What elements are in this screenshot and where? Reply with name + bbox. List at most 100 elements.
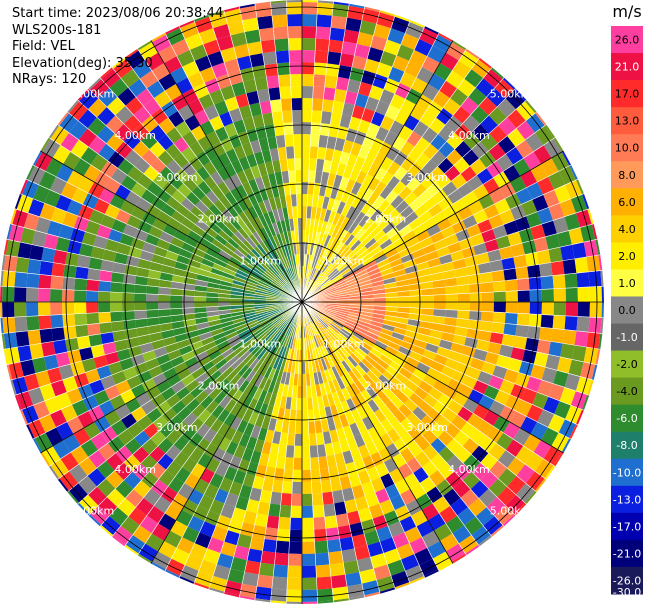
velocity-gate bbox=[419, 236, 434, 249]
velocity-gate bbox=[434, 523, 453, 542]
velocity-gate bbox=[100, 375, 116, 390]
velocity-gate bbox=[591, 364, 598, 381]
velocity-gate bbox=[83, 422, 101, 440]
velocity-gate bbox=[285, 323, 293, 335]
velocity-gate bbox=[433, 294, 446, 302]
velocity-gate bbox=[553, 216, 569, 234]
velocity-gate bbox=[280, 346, 288, 360]
velocity-gate bbox=[249, 218, 260, 232]
velocity-gate bbox=[5, 347, 21, 365]
velocity-gate bbox=[171, 274, 185, 284]
velocity-gate bbox=[310, 268, 317, 281]
ray-separator bbox=[25, 178, 303, 303]
velocity-gate bbox=[428, 386, 443, 401]
velocity-gate bbox=[164, 83, 182, 101]
velocity-gate bbox=[255, 3, 272, 18]
velocity-gate bbox=[375, 488, 390, 504]
velocity-gate bbox=[141, 438, 158, 455]
velocity-gate bbox=[227, 20, 245, 36]
velocity-gate bbox=[337, 296, 350, 301]
velocity-gate bbox=[447, 400, 464, 415]
velocity-gate bbox=[253, 346, 265, 358]
velocity-gate bbox=[391, 213, 405, 227]
velocity-gate bbox=[494, 389, 511, 406]
velocity-gate bbox=[158, 513, 176, 531]
velocity-gate bbox=[316, 219, 324, 233]
velocity-gate bbox=[372, 195, 386, 209]
velocity-gate bbox=[181, 350, 196, 362]
velocity-gate bbox=[394, 14, 411, 22]
velocity-gate bbox=[88, 77, 102, 90]
velocity-gate bbox=[166, 429, 182, 445]
velocity-gate bbox=[400, 432, 416, 448]
velocity-gate bbox=[74, 278, 88, 291]
ray-separator bbox=[301, 254, 601, 303]
velocity-gate bbox=[309, 445, 319, 458]
ray-separator bbox=[67, 301, 303, 493]
colorbar-tick-label: -4.0 bbox=[616, 385, 637, 398]
velocity-gate bbox=[223, 267, 237, 277]
velocity-gate bbox=[289, 348, 295, 362]
velocity-gate bbox=[99, 67, 114, 80]
velocity-gate bbox=[219, 477, 234, 493]
velocity-gate bbox=[194, 312, 208, 319]
velocity-gate bbox=[164, 56, 183, 74]
velocity-gate bbox=[569, 424, 578, 440]
velocity-gate bbox=[246, 253, 258, 265]
velocity-gate bbox=[288, 50, 302, 63]
velocity-gate bbox=[367, 267, 381, 277]
colorbar-band bbox=[611, 269, 643, 297]
velocity-gate bbox=[437, 462, 455, 480]
velocity-gate bbox=[302, 62, 315, 75]
velocity-gate bbox=[307, 194, 314, 207]
velocity-gate bbox=[279, 504, 292, 518]
velocity-gate bbox=[421, 530, 440, 548]
velocity-gate bbox=[285, 310, 295, 321]
velocity-gate bbox=[136, 326, 150, 337]
velocity-gate bbox=[337, 307, 350, 312]
velocity-gate bbox=[331, 199, 341, 213]
velocity-gate bbox=[224, 351, 237, 363]
velocity-gate bbox=[210, 267, 224, 277]
velocity-gate bbox=[125, 96, 144, 115]
velocity-gate bbox=[282, 309, 293, 318]
velocity-gate bbox=[421, 127, 438, 144]
velocity-gate bbox=[488, 478, 508, 498]
velocity-gate bbox=[331, 149, 343, 163]
velocity-gate bbox=[198, 93, 215, 110]
velocity-ppi bbox=[0, 0, 604, 604]
velocity-gate bbox=[330, 574, 348, 589]
velocity-gate bbox=[281, 287, 293, 296]
velocity-gate bbox=[165, 143, 182, 160]
velocity-gate bbox=[373, 229, 386, 242]
velocity-gate bbox=[361, 580, 380, 596]
velocity-gate bbox=[553, 137, 564, 152]
velocity-gate bbox=[492, 224, 508, 239]
velocity-gate bbox=[358, 361, 370, 374]
velocity-gate bbox=[333, 88, 347, 103]
velocity-gate bbox=[421, 308, 434, 316]
velocity-gate bbox=[337, 64, 352, 79]
velocity-gate bbox=[461, 345, 476, 358]
ray-separator bbox=[301, 111, 537, 303]
velocity-gate bbox=[358, 214, 370, 228]
velocity-gate bbox=[256, 574, 274, 589]
velocity-gate bbox=[345, 277, 359, 285]
velocity-gate bbox=[181, 426, 197, 442]
velocity-gate bbox=[302, 349, 306, 362]
velocity-gate bbox=[242, 352, 254, 365]
velocity-gate bbox=[302, 505, 314, 518]
velocity-gate bbox=[355, 170, 368, 185]
velocity-gate bbox=[302, 541, 316, 554]
velocity-gate bbox=[337, 292, 350, 297]
velocity-gate bbox=[344, 372, 355, 386]
velocity-gate bbox=[347, 355, 359, 368]
colorbar-tick-label: -21.0 bbox=[613, 547, 641, 560]
velocity-gate bbox=[286, 589, 302, 602]
velocity-gate bbox=[178, 248, 193, 259]
velocity-gate bbox=[252, 525, 267, 540]
velocity-gate bbox=[427, 257, 442, 268]
velocity-gate bbox=[5, 239, 21, 257]
velocity-gate bbox=[382, 221, 396, 235]
velocity-gate bbox=[437, 218, 452, 232]
